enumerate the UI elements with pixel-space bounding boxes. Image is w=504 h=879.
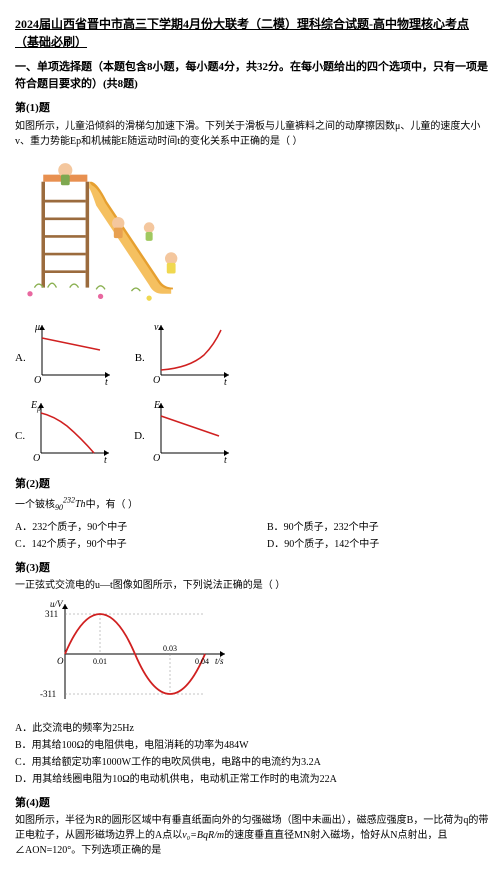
sine-xlabel: t/s	[215, 656, 224, 666]
q3-option-a: A．此交流电的频率为25Hz	[15, 721, 489, 736]
axis-o: O	[153, 453, 160, 464]
q3-header: 第(3)题	[15, 560, 489, 577]
q4-header: 第(4)题	[15, 795, 489, 812]
axis-t: t	[224, 455, 227, 466]
q2-text: 一个铍核90232Th中，有（ ）	[15, 495, 489, 514]
graph-d-label: D.	[134, 428, 145, 445]
axis-o: O	[34, 375, 41, 386]
axis-t: t	[224, 377, 227, 388]
q2-option-c: C．142个质子，90个中子	[15, 537, 237, 552]
graph-d: D. E t O	[134, 398, 234, 468]
q2-options: A．232个质子，90个中子 B．90个质子，232个中子 C．142个质子，9…	[15, 520, 489, 552]
section-header: 一、单项选择题（本题包含8小题，每小题4分，共32分。在每小题给出的四个选项中，…	[15, 59, 489, 92]
sine-wave-graph: u/V 311 -311 O 0.01 0.03 0.04 t/s	[35, 599, 489, 715]
sine-x1: 0.01	[93, 657, 107, 666]
page-title: 2024届山西省晋中市高三下学期4月份大联考（二模）理科综合试题-高中物理核心考…	[15, 15, 489, 51]
q4-text: 如图所示，半径为R的圆形区域中有垂直纸面向外的匀强磁场（图中未画出），磁感应强度…	[15, 813, 489, 858]
graph-b-label: B.	[135, 350, 145, 367]
q2-option-b: B．90个质子，232个中子	[267, 520, 489, 535]
sine-x3: 0.04	[195, 657, 209, 666]
axis-ep: Ep	[30, 400, 41, 413]
graph-a-label: A.	[15, 350, 26, 367]
q3-option-b: B．用其给100Ω的电阻供电，电阻消耗的功率为484W	[15, 738, 489, 753]
q3-option-d: D．用其给线圈电阻为10Ω的电动机供电，电动机正常工作时的电流为22A	[15, 772, 489, 787]
q2-header: 第(2)题	[15, 476, 489, 493]
axis-o: O	[153, 375, 160, 386]
sine-ylabel: u/V	[50, 599, 64, 609]
axis-t: t	[104, 455, 107, 466]
axis-o: O	[33, 453, 40, 464]
sine-ymax: 311	[45, 609, 58, 619]
q1-header: 第(1)题	[15, 100, 489, 117]
q3-options: A．此交流电的频率为25Hz B．用其给100Ω的电阻供电，电阻消耗的功率为48…	[15, 721, 489, 787]
sine-ymin: -311	[40, 689, 56, 699]
axis-t: t	[105, 377, 108, 388]
graph-a: A. μ t O	[15, 320, 115, 390]
q2-option-a: A．232个质子，90个中子	[15, 520, 237, 535]
sine-o: O	[57, 656, 64, 666]
graph-b: B. v t O	[135, 320, 234, 390]
q3-option-c: C．用其给额定功率1000W工作的电吹风供电，电路中的电流约为3.2A	[15, 755, 489, 770]
sine-x2: 0.03	[163, 644, 177, 653]
axis-v: v	[154, 322, 159, 333]
q3-text: 一正弦式交流电的u—t图像如图所示，下列说法正确的是（ ）	[15, 578, 489, 593]
q2-option-d: D．90个质子，142个中子	[267, 537, 489, 552]
axis-e: E	[153, 400, 160, 411]
graph-c: C. Ep t O	[15, 398, 114, 468]
q1-text: 如图所示，儿童沿倾斜的滑梯匀加速下滑。下列关于滑板与儿童裤料之间的动摩擦因数μ、…	[15, 119, 489, 149]
axis-mu: μ	[34, 322, 40, 333]
slide-illustration	[15, 157, 489, 313]
q1-graphs-row1: A. μ t O B. v t O	[15, 320, 489, 390]
q1-graphs-row2: C. Ep t O D. E t O	[15, 398, 489, 468]
graph-c-label: C.	[15, 428, 25, 445]
